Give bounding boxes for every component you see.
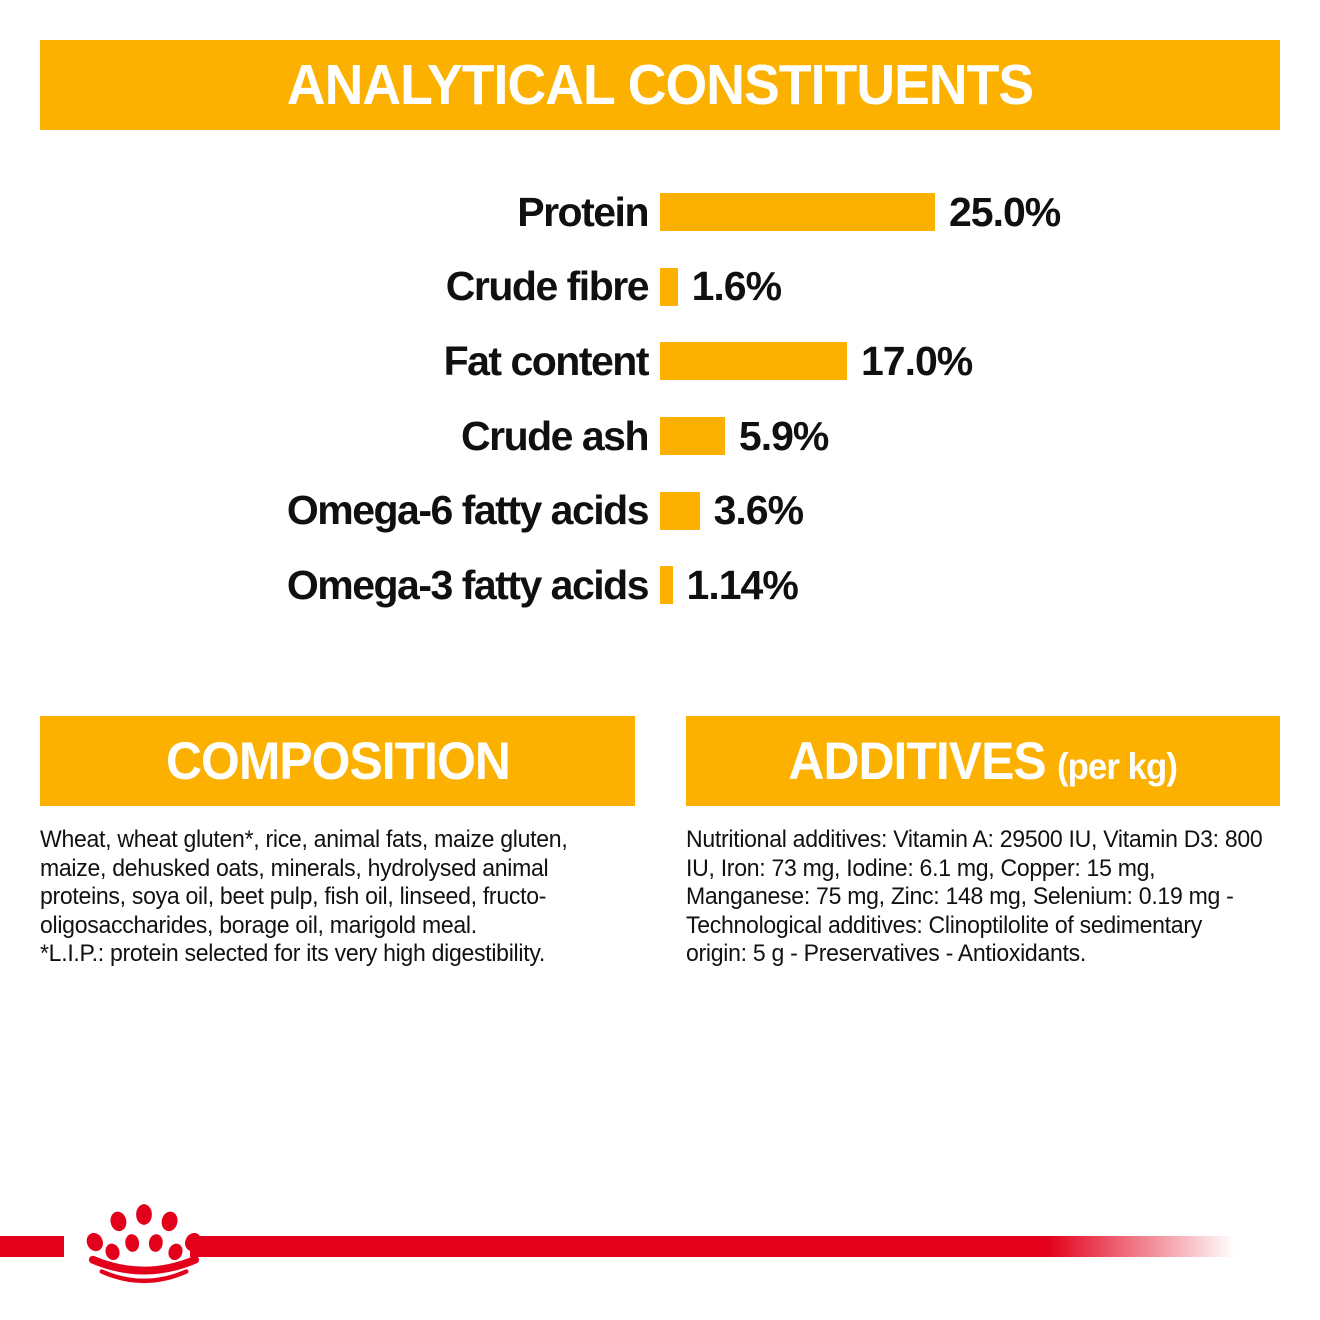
chart-row: Omega-3 fatty acids 1.14% xyxy=(40,548,1280,623)
page-title: ANALYTICAL CONSTITUENTS xyxy=(286,53,1034,117)
footer-red-stripe-right xyxy=(190,1236,1235,1257)
chart-value-label: 17.0% xyxy=(861,337,973,384)
analytical-constituents-header-banner: ANALYTICAL CONSTITUENTS xyxy=(40,40,1280,130)
chart-bar xyxy=(660,193,935,232)
footer-red-stripe-left xyxy=(0,1236,64,1257)
analytical-constituents-bar-chart: Protein 25.0% Crude fibre 1.6% Fat content 17… xyxy=(40,175,1280,623)
chart-row: Fat content 17.0% xyxy=(40,324,1280,399)
chart-row: Crude ash 5.9% xyxy=(40,399,1280,474)
chart-category-label: Fat content xyxy=(443,337,650,384)
chart-value-label: 5.9% xyxy=(738,412,829,459)
additives-title: ADDITIVES xyxy=(788,731,1047,791)
chart-row: Crude fibre 1.6% xyxy=(40,250,1280,325)
chart-value-label: 25.0% xyxy=(949,188,1061,235)
additives-header-banner: ADDITIVES (per kg) xyxy=(686,716,1280,806)
royal-canin-crown-icon xyxy=(86,1204,202,1284)
chart-bar xyxy=(660,267,678,306)
additives-title-suffix: (per kg) xyxy=(1057,745,1178,787)
chart-category-label: Protein xyxy=(517,188,649,235)
chart-value-label: 1.14% xyxy=(686,561,799,608)
chart-row: Protein 25.0% xyxy=(40,175,1280,250)
chart-bar xyxy=(660,566,673,605)
chart-category-label: Crude fibre xyxy=(445,263,650,310)
chart-row: Omega-6 fatty acids 3.6% xyxy=(40,473,1280,548)
composition-header-banner: COMPOSITION xyxy=(40,716,635,806)
chart-bar xyxy=(660,417,725,456)
chart-category-label: Omega-3 fatty acids xyxy=(286,561,650,608)
chart-category-label: Crude ash xyxy=(461,412,650,459)
chart-bar xyxy=(660,491,700,530)
chart-category-label: Omega-6 fatty acids xyxy=(286,487,650,534)
chart-value-label: 3.6% xyxy=(713,487,804,534)
chart-value-label: 1.6% xyxy=(691,263,782,310)
composition-title: COMPOSITION xyxy=(165,731,511,791)
additives-body-text: Nutritional additives: Vitamin A: 29500 … xyxy=(686,826,1263,968)
chart-bar xyxy=(660,342,847,381)
composition-body-text: Wheat, wheat gluten*, rice, animal fats,… xyxy=(40,826,568,968)
